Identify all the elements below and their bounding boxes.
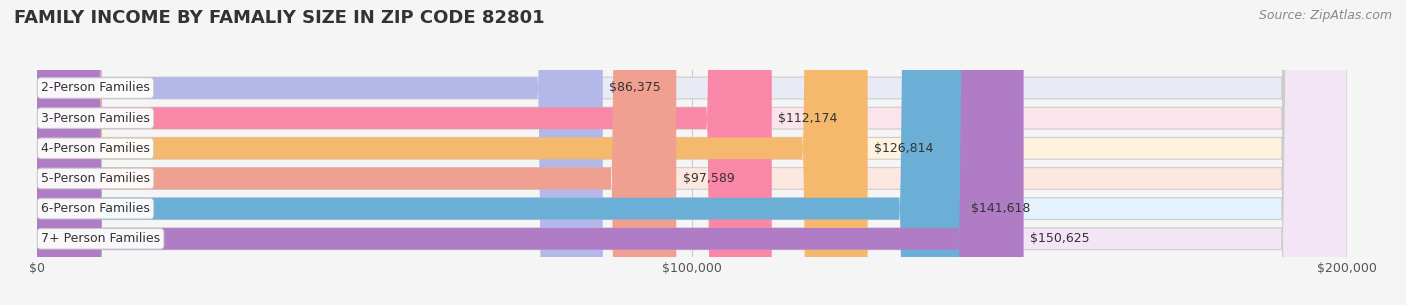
FancyBboxPatch shape (37, 0, 1024, 305)
FancyBboxPatch shape (37, 0, 965, 305)
Text: Source: ZipAtlas.com: Source: ZipAtlas.com (1258, 9, 1392, 22)
Text: 7+ Person Families: 7+ Person Families (41, 232, 160, 245)
FancyBboxPatch shape (37, 0, 676, 305)
FancyBboxPatch shape (37, 0, 1347, 305)
Text: 4-Person Families: 4-Person Families (41, 142, 150, 155)
FancyBboxPatch shape (37, 0, 1347, 305)
FancyBboxPatch shape (37, 0, 1347, 305)
Text: $126,814: $126,814 (875, 142, 934, 155)
Text: $141,618: $141,618 (972, 202, 1031, 215)
FancyBboxPatch shape (37, 0, 1347, 305)
FancyBboxPatch shape (37, 0, 1347, 305)
Text: 3-Person Families: 3-Person Families (41, 112, 150, 125)
Text: $86,375: $86,375 (609, 81, 661, 95)
FancyBboxPatch shape (37, 0, 1347, 305)
Text: FAMILY INCOME BY FAMALIY SIZE IN ZIP CODE 82801: FAMILY INCOME BY FAMALIY SIZE IN ZIP COD… (14, 9, 544, 27)
Text: $150,625: $150,625 (1031, 232, 1090, 245)
FancyBboxPatch shape (37, 0, 772, 305)
Text: 2-Person Families: 2-Person Families (41, 81, 150, 95)
Text: $97,589: $97,589 (683, 172, 734, 185)
Text: 6-Person Families: 6-Person Families (41, 202, 150, 215)
FancyBboxPatch shape (37, 0, 603, 305)
Text: 5-Person Families: 5-Person Families (41, 172, 150, 185)
FancyBboxPatch shape (37, 0, 868, 305)
Text: $112,174: $112,174 (779, 112, 838, 125)
